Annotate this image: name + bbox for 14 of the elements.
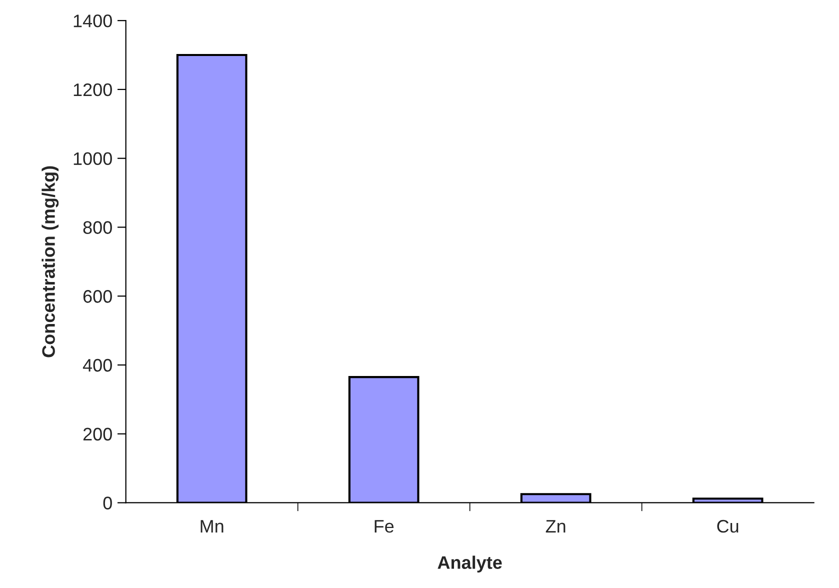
x-tick-label: Mn	[200, 520, 224, 532]
x-axis-title: Analyte	[438, 556, 502, 573]
y-tick-label: 0	[103, 496, 112, 510]
y-tick-label: 1000	[74, 152, 112, 166]
y-tick-label: 800	[83, 221, 112, 234]
y-tick-label: 1400	[74, 14, 112, 28]
x-tick-label: Cu	[717, 520, 738, 533]
x-tick-label: Fe	[374, 520, 394, 533]
y-tick-label: 400	[82, 358, 112, 372]
x-tick-label: Zn	[546, 520, 566, 532]
y-axis-title: Concentration (mg/kg)	[42, 166, 59, 358]
y-tick-label: 600	[83, 290, 112, 303]
y-tick-label: 1200	[74, 83, 112, 96]
y-tick-label: 200	[83, 428, 112, 441]
